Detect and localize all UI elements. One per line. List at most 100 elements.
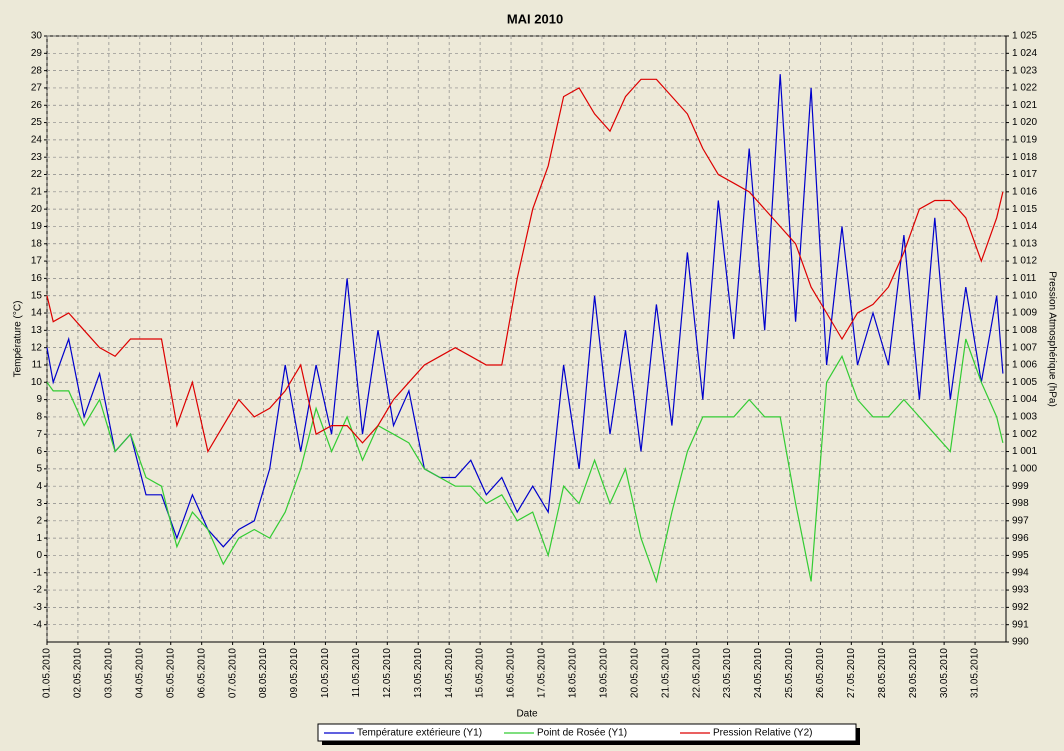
y2-tick-label: 1 021: [1012, 100, 1037, 111]
x-tick-label: 04.05.2010: [134, 648, 145, 698]
y2-tick-label: 1 001: [1012, 446, 1037, 457]
x-tick-label: 11.05.2010: [351, 648, 362, 698]
y-tick-label: 8: [36, 412, 42, 423]
y2-tick-label: 992: [1012, 602, 1029, 613]
y2-tick-label: 1 015: [1012, 204, 1037, 215]
y-tick-label: 23: [31, 152, 43, 163]
y-tick-label: 29: [31, 48, 43, 59]
legend-label: Point de Rosée (Y1): [537, 728, 627, 739]
y-tick-label: -4: [33, 619, 42, 630]
plot-area: [46, 35, 1007, 643]
y2-tick-label: 1 019: [1012, 135, 1037, 146]
y-tick-label: 12: [31, 342, 43, 353]
x-tick-label: 22.05.2010: [691, 648, 702, 698]
y2-axis-label: Pression Atmosphérique (hPa): [1046, 271, 1057, 407]
legend-label: Pression Relative (Y2): [713, 728, 812, 739]
y2-tick-label: 1 018: [1012, 152, 1037, 163]
y2-tick-label: 991: [1012, 619, 1029, 630]
y-tick-label: 15: [31, 290, 43, 301]
series-line: [46, 78, 1004, 454]
y2-tick-label: 1 011: [1012, 273, 1037, 284]
y-tick-label: 16: [31, 273, 43, 284]
x-tick-label: 05.05.2010: [165, 648, 176, 698]
y-tick-label: 17: [31, 256, 43, 267]
y2-tick-label: 1 025: [1012, 31, 1037, 42]
y2-tick-label: 1 003: [1012, 412, 1037, 423]
y-tick-label: 6: [36, 446, 42, 457]
x-tick-label: 07.05.2010: [227, 648, 238, 698]
y-axis-label: Température (°C): [13, 301, 24, 378]
y2-tick-label: 1 013: [1012, 238, 1037, 249]
y-tick-label: 14: [31, 308, 43, 319]
y2-tick-label: 1 016: [1012, 186, 1037, 197]
y-tick-label: 24: [31, 135, 43, 146]
y2-tick-label: 1 012: [1012, 256, 1037, 267]
y-tick-label: 10: [31, 377, 43, 388]
x-tick-label: 28.05.2010: [877, 648, 888, 698]
y2-tick-label: 1 006: [1012, 360, 1037, 371]
x-tick-label: 03.05.2010: [104, 648, 115, 698]
y-tick-label: 0: [36, 550, 42, 561]
y2-tick-label: 990: [1012, 637, 1029, 648]
y2-tick-label: 1 022: [1012, 83, 1037, 94]
y-tick-label: 27: [31, 83, 43, 94]
y2-tick-label: 997: [1012, 515, 1029, 526]
x-tick-label: 06.05.2010: [196, 648, 207, 698]
y-tick-label: 18: [31, 238, 43, 249]
x-tick-label: 10.05.2010: [320, 648, 331, 698]
y2-tick-label: 993: [1012, 585, 1029, 596]
x-tick-label: 21.05.2010: [660, 648, 671, 698]
x-tick-label: 24.05.2010: [753, 648, 764, 698]
x-tick-label: 31.05.2010: [970, 648, 981, 698]
y-tick-label: 7: [36, 429, 42, 440]
y2-tick-label: 1 000: [1012, 463, 1037, 474]
x-tick-label: 01.05.2010: [42, 648, 53, 698]
y-tick-label: 5: [36, 463, 42, 474]
y-tick-label: 30: [31, 31, 43, 42]
y-tick-label: -2: [33, 585, 42, 596]
y2-tick-label: 1 007: [1012, 342, 1037, 353]
x-tick-label: 16.05.2010: [506, 648, 517, 698]
x-axis-label: Date: [516, 709, 538, 720]
x-tick-label: 17.05.2010: [537, 648, 548, 698]
x-tick-label: 18.05.2010: [568, 648, 579, 698]
y-tick-label: 21: [31, 186, 43, 197]
y2-tick-label: 994: [1012, 567, 1029, 578]
x-tick-label: 30.05.2010: [939, 648, 950, 698]
x-tick-label: 20.05.2010: [629, 648, 640, 698]
x-tick-label: 14.05.2010: [444, 648, 455, 698]
y2-tick-label: 1 017: [1012, 169, 1037, 180]
y-tick-label: -1: [33, 567, 42, 578]
y-tick-label: 25: [31, 117, 43, 128]
y-tick-label: 11: [32, 360, 43, 371]
y-tick-label: 13: [31, 325, 43, 336]
y2-tick-label: 1 002: [1012, 429, 1037, 440]
y-tick-label: 9: [36, 394, 42, 405]
y2-tick-label: 1 004: [1012, 394, 1037, 405]
y-tick-label: -3: [33, 602, 42, 613]
y-tick-label: 2: [36, 515, 42, 526]
x-tick-label: 12.05.2010: [382, 648, 393, 698]
series-line: [46, 74, 1004, 548]
x-tick-label: 15.05.2010: [475, 648, 486, 698]
y-tick-label: 19: [31, 221, 43, 232]
y-tick-label: 26: [31, 100, 43, 111]
y-tick-label: 28: [31, 65, 43, 76]
y-tick-label: 22: [31, 169, 43, 180]
x-tick-label: 27.05.2010: [846, 648, 857, 698]
y2-tick-label: 1 010: [1012, 290, 1037, 301]
x-tick-label: 25.05.2010: [784, 648, 795, 698]
y2-tick-label: 1 024: [1012, 48, 1037, 59]
x-tick-label: 19.05.2010: [598, 648, 609, 698]
legend: [317, 723, 857, 742]
y2-tick-label: 1 020: [1012, 117, 1037, 128]
y2-tick-label: 999: [1012, 481, 1029, 492]
y2-tick-label: 1 008: [1012, 325, 1037, 336]
y-tick-label: 3: [36, 498, 42, 509]
y2-tick-label: 1 014: [1012, 221, 1037, 232]
y-tick-label: 20: [31, 204, 43, 215]
y2-tick-label: 996: [1012, 533, 1029, 544]
y2-tick-label: 1 009: [1012, 308, 1037, 319]
x-tick-label: 23.05.2010: [722, 648, 733, 698]
